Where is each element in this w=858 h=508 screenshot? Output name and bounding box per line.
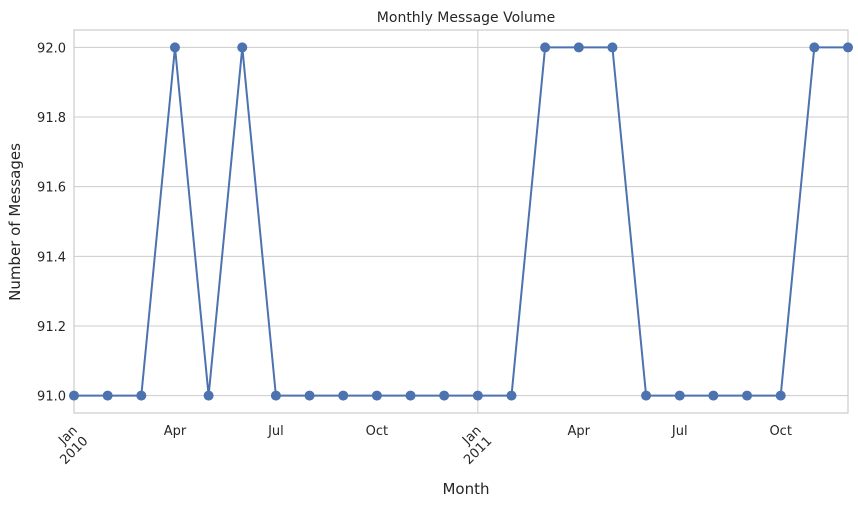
data-point: [708, 390, 719, 401]
y-tick-label: 91.8: [37, 111, 66, 126]
data-point: [439, 390, 450, 401]
data-point: [674, 390, 685, 401]
data-point: [540, 42, 551, 53]
x-tick-label: Apr: [164, 424, 187, 439]
data-point: [506, 390, 517, 401]
x-axis-label: Month: [442, 480, 489, 498]
data-point: [809, 42, 820, 53]
data-point: [742, 390, 753, 401]
y-tick-label: 91.2: [37, 320, 66, 335]
data-point: [136, 390, 147, 401]
axes: 91.0 91.2 91.4 91.6 91.8 92.0 Jan2010 Apr Jul Oct…: [37, 29, 849, 468]
data-point: [304, 390, 315, 401]
x-tick-label: Jul: [267, 424, 284, 439]
data-point: [338, 390, 349, 401]
data-point: [843, 42, 853, 53]
y-tick-label: 92.0: [37, 41, 66, 56]
data-point: [607, 42, 618, 53]
data-point: [641, 390, 652, 401]
data-series: [69, 42, 853, 401]
data-point: [102, 390, 113, 401]
data-point: [69, 390, 79, 401]
data-point: [169, 42, 180, 53]
x-tick-label: Oct: [366, 424, 388, 439]
gridlines: [73, 30, 848, 413]
y-tick-label: 91.6: [37, 181, 66, 196]
plot-frame: [73, 29, 849, 414]
data-point: [573, 42, 584, 53]
x-tick-label: Apr: [568, 424, 591, 439]
x-tick-label: Jul: [671, 424, 688, 439]
x-tick-label: Jan2011: [451, 423, 496, 468]
x-tick-label: Jan2010: [47, 423, 92, 468]
y-tick-label: 91.0: [37, 390, 66, 405]
data-point: [203, 390, 214, 401]
x-tick-label: Oct: [769, 424, 791, 439]
data-point: [472, 390, 483, 401]
series-line: [74, 46, 848, 397]
data-point: [371, 390, 382, 401]
chart-title: Monthly Message Volume: [377, 10, 555, 26]
data-point: [237, 42, 248, 53]
data-point: [270, 390, 281, 401]
data-point: [775, 390, 786, 401]
y-tick-label: 91.4: [37, 250, 66, 265]
data-point: [405, 390, 416, 401]
y-axis-label: Number of Messages: [6, 143, 24, 301]
